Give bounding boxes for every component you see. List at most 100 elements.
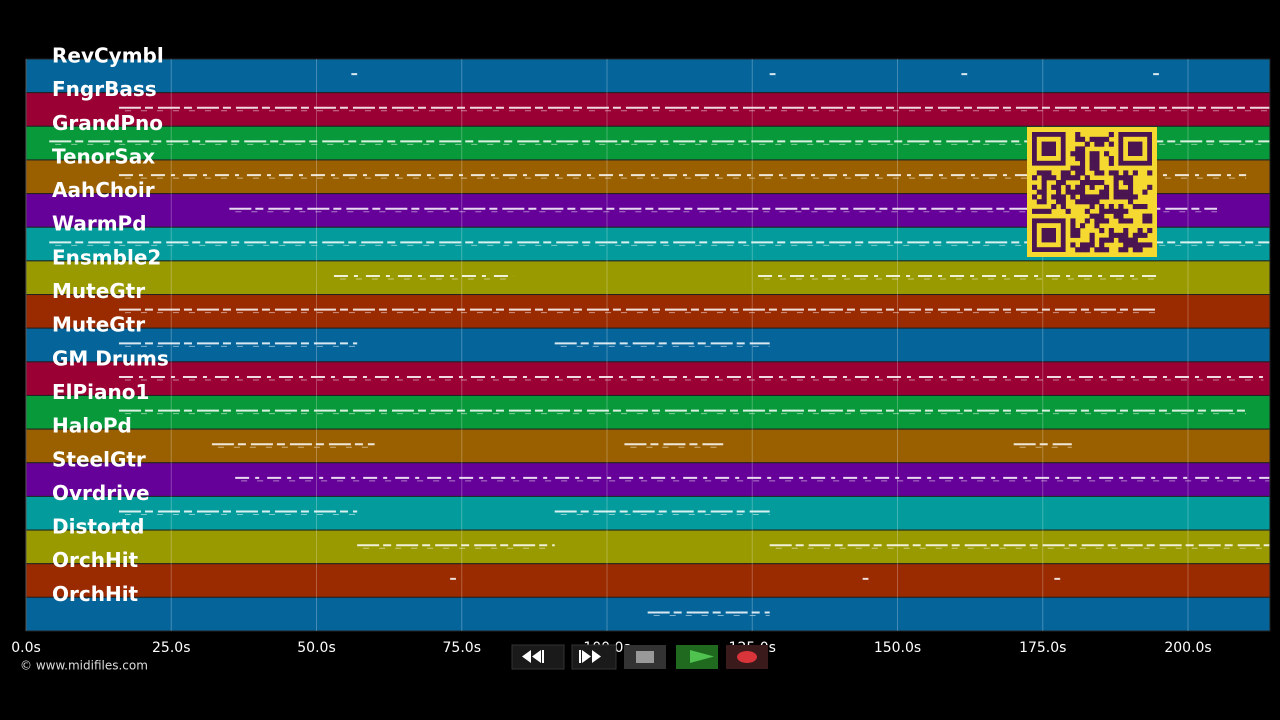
qr-module	[1108, 160, 1114, 166]
qr-module	[1128, 184, 1134, 190]
qr-module	[1132, 204, 1138, 210]
track-label: OrchHit	[52, 582, 139, 606]
qr-module	[1123, 180, 1129, 186]
qr-module	[1137, 247, 1143, 253]
tick-label: 50.0s	[297, 640, 335, 656]
qr-module	[1099, 247, 1105, 253]
time-axis: 0.0s25.0s50.0s75.0s100.0s125.0s150.0s175…	[11, 640, 1211, 656]
qr-module	[1080, 184, 1086, 190]
qr-module	[1060, 199, 1066, 205]
qr-code	[1027, 127, 1157, 257]
qr-module	[1128, 218, 1134, 224]
qr-module	[1094, 218, 1100, 224]
qr-module	[1094, 180, 1100, 186]
qr-module	[1051, 204, 1057, 210]
qr-module	[1080, 136, 1086, 142]
qr-module	[1060, 170, 1066, 176]
qr-module	[1094, 223, 1100, 229]
play-button[interactable]	[676, 645, 718, 669]
track-band	[25, 327, 1271, 363]
qr-module	[1142, 242, 1148, 248]
qr-module	[1032, 175, 1038, 181]
qr-module	[1104, 237, 1110, 243]
qr-module	[1128, 189, 1134, 195]
qr-module	[1132, 170, 1138, 176]
qr-module	[1075, 146, 1081, 152]
qr-module	[1041, 199, 1047, 205]
qr-module	[1104, 189, 1110, 195]
grid	[25, 59, 1189, 631]
qr-module	[1036, 208, 1042, 214]
qr-module	[1089, 242, 1095, 248]
track-band	[25, 394, 1271, 430]
tick-label: 150.0s	[874, 640, 921, 656]
qr-module	[1128, 175, 1134, 181]
track-label: MuteGtr	[52, 313, 145, 337]
qr-module	[1137, 228, 1143, 234]
qr-module	[1142, 232, 1148, 238]
qr-module	[1075, 247, 1081, 253]
qr-module	[1046, 208, 1052, 214]
qr-module	[1128, 194, 1134, 200]
qr-module	[1080, 189, 1086, 195]
track-band	[25, 92, 1271, 127]
track-label: Distortd	[52, 515, 144, 539]
qr-module	[1104, 184, 1110, 190]
fast-forward-button[interactable]	[571, 644, 617, 670]
track-band	[25, 495, 1271, 531]
qr-module	[1118, 194, 1124, 200]
qr-module	[1118, 237, 1124, 243]
qr-module	[1065, 189, 1071, 195]
qr-module	[1147, 228, 1153, 234]
qr-module	[1089, 180, 1095, 186]
qr-module	[1094, 165, 1100, 171]
track-band	[25, 596, 1271, 632]
track-label: WarmPd	[52, 212, 147, 236]
stop-button[interactable]	[624, 645, 666, 669]
qr-module	[1089, 156, 1095, 162]
qr-module	[1046, 170, 1052, 176]
qr-module	[1080, 199, 1086, 205]
qr-module	[1123, 194, 1129, 200]
rewind-button[interactable]	[511, 644, 565, 670]
qr-module	[1084, 199, 1090, 205]
qr-module	[1089, 232, 1095, 238]
qr-module	[1142, 189, 1148, 195]
qr-module	[1084, 208, 1090, 214]
qr-module	[1070, 242, 1076, 248]
qr-module	[1142, 218, 1148, 224]
qr-module	[1070, 189, 1076, 195]
track-label: AahChoir	[52, 178, 155, 202]
tick-label: 175.0s	[1019, 640, 1066, 656]
qr-module	[1075, 232, 1081, 238]
qr-module	[1113, 175, 1119, 181]
qr-module	[1123, 232, 1129, 238]
qr-module	[1075, 175, 1081, 181]
qr-module	[1147, 184, 1153, 190]
qr-module	[1099, 180, 1105, 186]
qr-module	[1123, 218, 1129, 224]
qr-module	[1089, 199, 1095, 205]
qr-module	[1147, 242, 1153, 248]
track-band	[25, 428, 1271, 464]
record-button[interactable]	[726, 645, 768, 669]
qr-module	[1075, 156, 1081, 162]
qr-module	[1075, 136, 1081, 142]
qr-module	[1108, 170, 1114, 176]
qr-module	[1060, 194, 1066, 200]
qr-module	[1080, 247, 1086, 253]
qr-module	[1118, 189, 1124, 195]
qr-module	[1065, 208, 1071, 214]
qr-module	[1089, 160, 1095, 166]
qr-finder	[1128, 141, 1143, 156]
qr-module	[1094, 170, 1100, 176]
qr-module	[1036, 189, 1042, 195]
qr-module	[1118, 208, 1124, 214]
qr-module	[1070, 232, 1076, 238]
qr-module	[1080, 165, 1086, 171]
qr-module	[1123, 247, 1129, 253]
qr-module	[1056, 194, 1062, 200]
transport-controls	[511, 644, 768, 670]
qr-module	[1113, 184, 1119, 190]
